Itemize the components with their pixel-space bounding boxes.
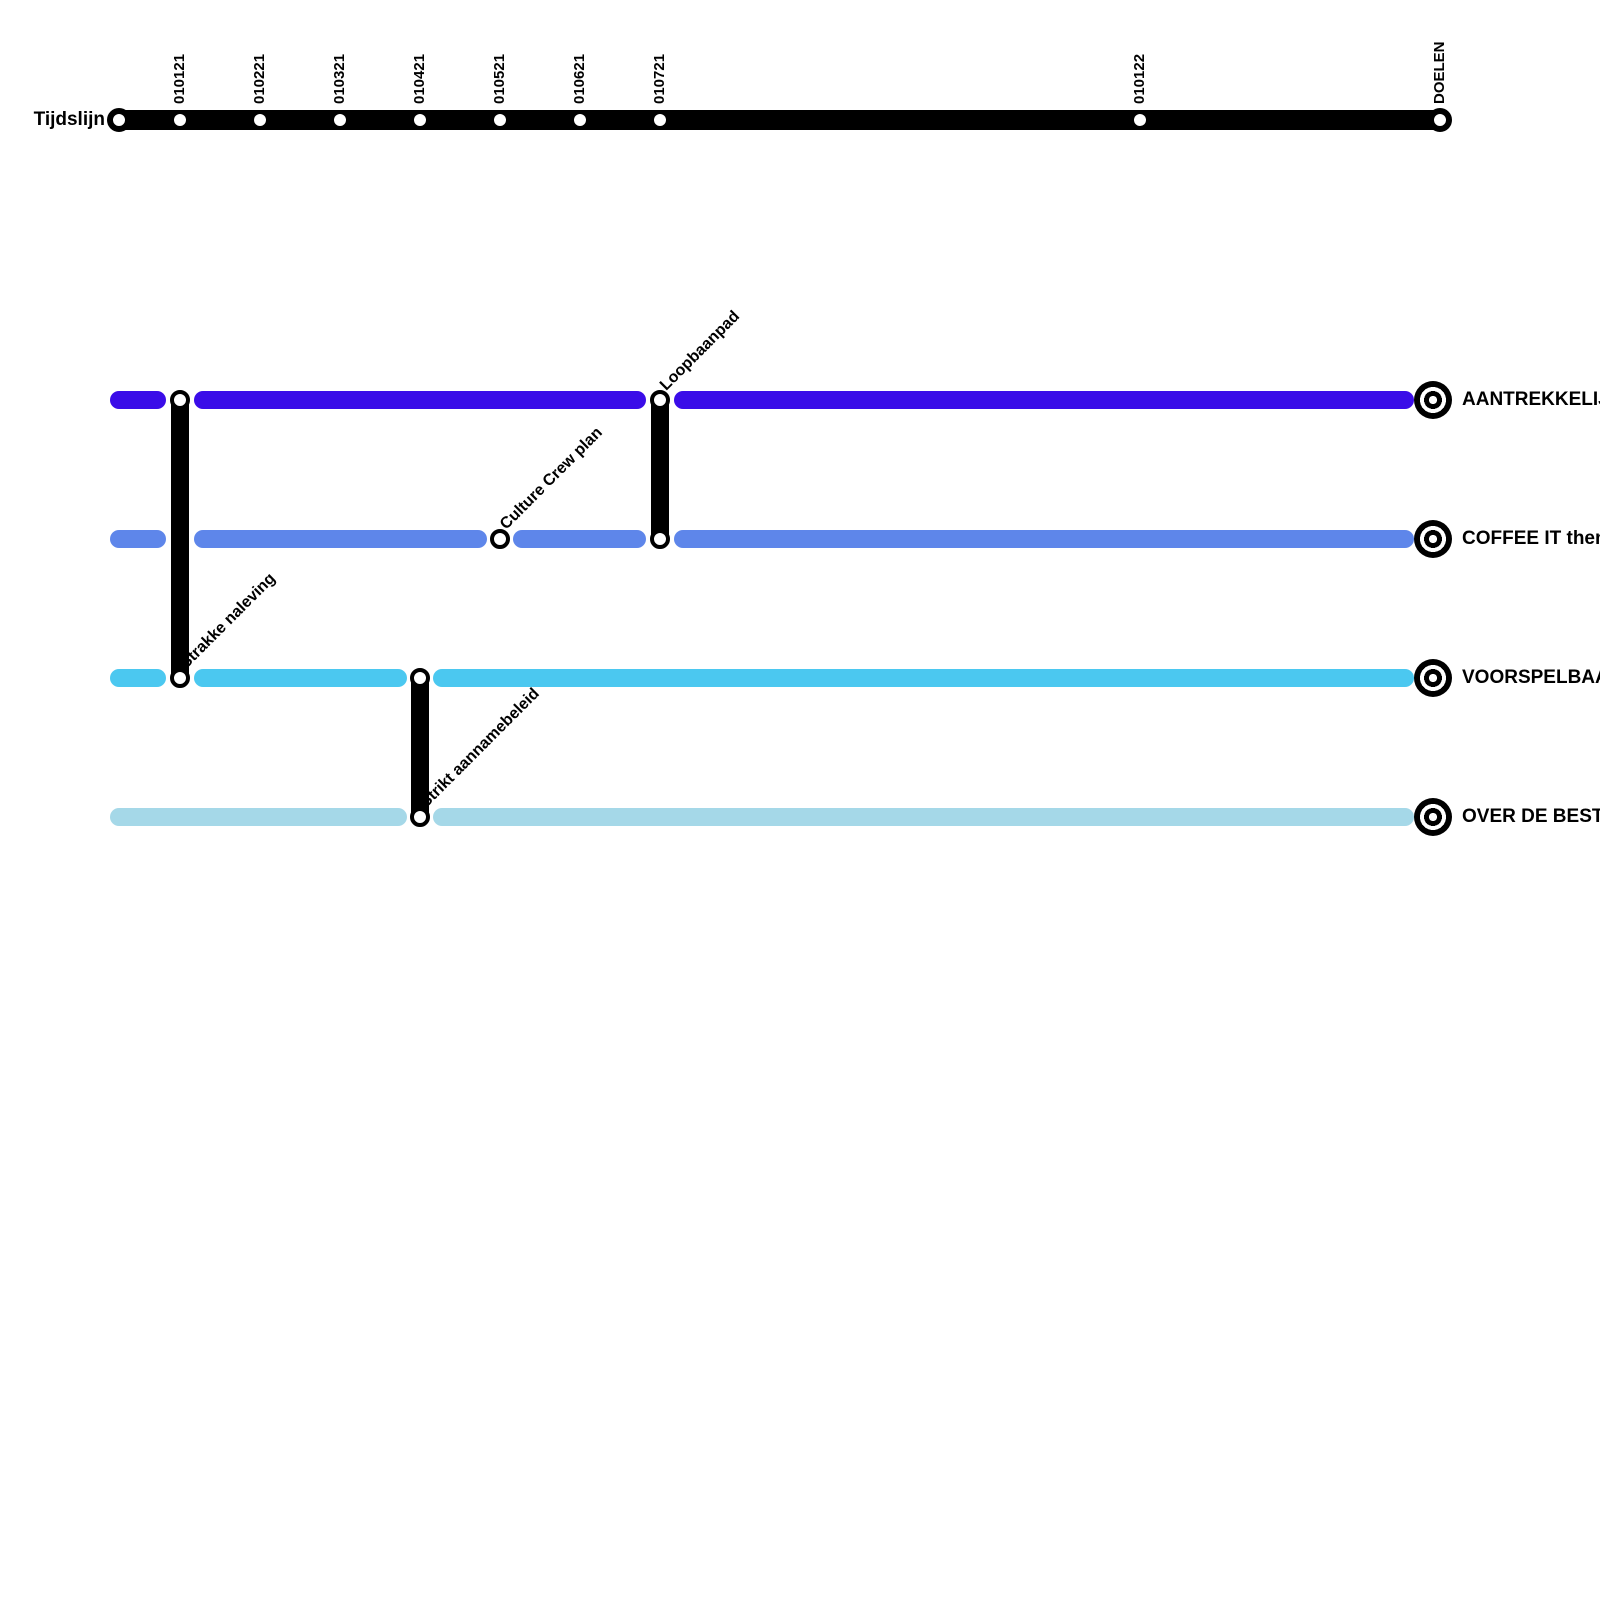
line4-goal-label: OVER DE BESTE [1462,806,1600,827]
line1-segment [674,391,1414,409]
timeline-tick-label: 010421 [411,53,428,104]
timeline-station-dot [574,114,586,126]
line2-goal-label: COFFEE IT thema [1462,528,1600,549]
timeline-station-dot [654,114,666,126]
timeline-start-terminus-icon [107,108,131,132]
line4-segment [433,808,1414,826]
timeline-tick-label: 010121 [171,53,188,104]
station-dot [170,668,190,688]
milestone-label: Loopbaanpad [656,307,744,394]
timeline-station-dot [174,114,186,126]
milestone-label: Culture Crew plan [496,424,606,533]
timeline-tick-label: 010521 [491,53,508,104]
station-dot [650,529,670,549]
station-dot [490,529,510,549]
timeline-end-terminus-icon [1428,108,1452,132]
timeline-station-dot [1134,114,1146,126]
line2-segment [194,530,487,548]
goal-terminus-icon [1414,520,1452,558]
timeline-tick-label: 010721 [651,53,668,104]
line3-segment [433,669,1414,687]
station-dot [410,668,430,688]
timeline-bar [110,110,1450,130]
line2-segment [674,530,1414,548]
line2-segment [110,530,166,548]
goal-terminus-icon [1414,381,1452,419]
goal-terminus-icon [1414,659,1452,697]
timeline-title: Tijdslijn [33,109,105,130]
station-dot [650,390,670,410]
timeline-tick-label: 010221 [251,53,268,104]
timeline-end-label: DOELEN [1431,41,1448,104]
timeline-station-dot [414,114,426,126]
line3-goal-label: VOORSPELBAAR [1462,667,1600,688]
goal-terminus-icon [1414,798,1452,836]
station-dot [170,390,190,410]
timeline-station-dot [254,114,266,126]
line3-segment [110,669,166,687]
line1-segment [194,391,646,409]
timeline-station-dot [494,114,506,126]
line2-segment [513,530,646,548]
station-dot [410,807,430,827]
milestone-label: Strakke naleving [176,570,279,672]
connector-bar [651,391,669,548]
milestone-label: Strikt aannamebeleid [416,685,543,811]
line3-segment [194,669,407,687]
line1-goal-label: AANTREKKELIJK [1462,389,1600,410]
connector-bar [171,391,189,687]
timeline-station-dot [334,114,346,126]
line1-segment [110,391,166,409]
timeline-tick-label: 010321 [331,53,348,104]
timeline-tick-label: 010621 [571,53,588,104]
connector-bar [411,669,429,826]
timeline-tick-label: 010122 [1131,53,1148,104]
line4-segment [110,808,407,826]
